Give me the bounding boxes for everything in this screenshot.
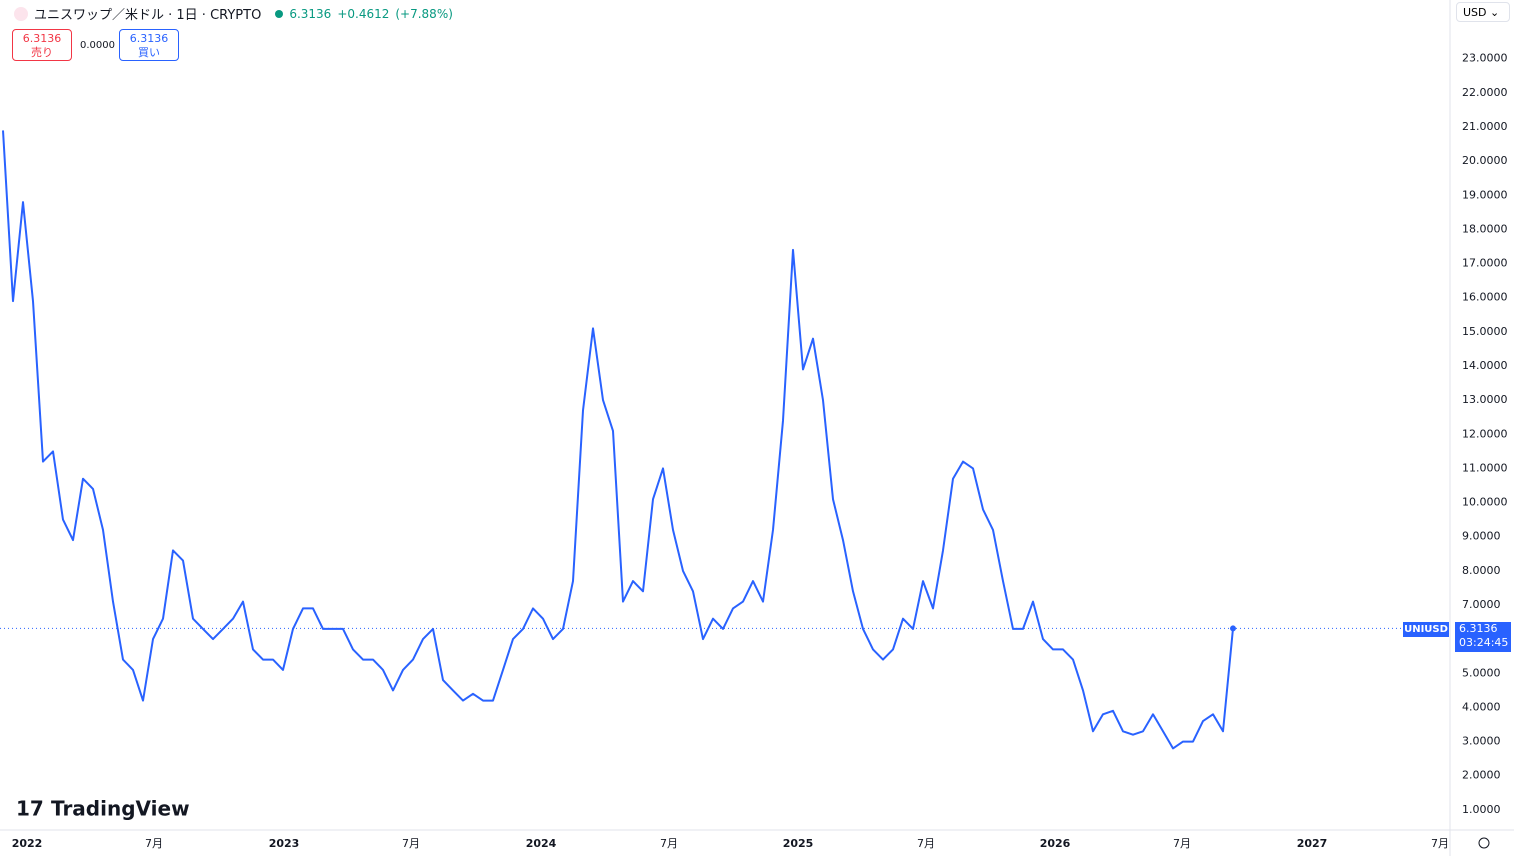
y-tick-label: 5.0000 — [1462, 666, 1501, 679]
settings-icon[interactable] — [1478, 837, 1490, 849]
x-tick-label: 2025 — [783, 837, 814, 850]
y-tick-label: 17.0000 — [1462, 257, 1508, 270]
x-tick-label: 2027 — [1297, 837, 1328, 850]
last-point — [1230, 625, 1236, 632]
y-tick-label: 11.0000 — [1462, 461, 1508, 474]
sell-label: 売り — [31, 46, 53, 59]
x-tick-label: 2026 — [1040, 837, 1071, 850]
currency: USD — [1463, 6, 1487, 19]
y-tick-label: 7.0000 — [1462, 598, 1501, 611]
x-tick-label: 7月 — [1173, 837, 1191, 850]
x-tick-label: 2023 — [269, 837, 300, 850]
ticker-tag: UNIUSD — [1403, 622, 1449, 637]
x-tick-label: 7月 — [145, 837, 163, 850]
y-tick-label: 14.0000 — [1462, 359, 1508, 372]
last-price: 6.3136 — [289, 6, 332, 21]
x-tick-label: 7月 — [660, 837, 678, 850]
y-tick-label: 22.0000 — [1462, 86, 1508, 99]
y-tick-label: 9.0000 — [1462, 530, 1501, 543]
change-pct: (+7.88%) — [395, 6, 453, 21]
countdown: 03:24:45 — [1459, 636, 1509, 649]
symbol: ユニスワップ／米ドル · 1日 · CRYPTO — [34, 8, 262, 23]
status-dot — [275, 9, 284, 18]
buy-price: 6.3136 — [129, 32, 169, 45]
y-tick-label: 20.0000 — [1462, 154, 1508, 167]
logo-text: TradingView — [51, 797, 190, 821]
logo-mark: 17 — [16, 797, 44, 821]
y-tick-label: 2.0000 — [1462, 769, 1501, 782]
sell-button[interactable]: 6.3136 売り — [12, 29, 72, 61]
y-tick-label: 4.0000 — [1462, 700, 1501, 713]
y-tick-label: 19.0000 — [1462, 188, 1508, 201]
x-tick-label: 2024 — [526, 837, 557, 850]
y-tick-label: 15.0000 — [1462, 325, 1508, 338]
price-line — [2, 130, 1234, 750]
y-tick-label: 8.0000 — [1462, 564, 1501, 577]
y-tick-label: 13.0000 — [1462, 393, 1508, 406]
change: +0.4612 — [337, 6, 390, 21]
header: ユニスワップ／米ドル · 1日 · CRYPTO 6.3136 +0.4612 … — [14, 4, 453, 23]
logo: 17 TradingView — [16, 797, 190, 821]
price-tag: 6.3136 03:24:45 — [1455, 622, 1511, 652]
y-tick-label: 1.0000 — [1462, 803, 1501, 816]
sell-price: 6.3136 — [22, 32, 62, 45]
currency-select[interactable]: USD ⌄ — [1456, 2, 1510, 22]
buy-button[interactable]: 6.3136 買い — [119, 29, 179, 61]
coin-icon — [14, 6, 28, 21]
y-tick-label: 21.0000 — [1462, 120, 1508, 133]
y-tick-label: 10.0000 — [1462, 496, 1508, 509]
x-tick-label: 7月 — [1431, 837, 1449, 850]
x-tick-label: 2022 — [12, 837, 43, 850]
y-tick-label: 3.0000 — [1462, 735, 1501, 748]
y-tick-label: 16.0000 — [1462, 291, 1508, 304]
x-tick-label: 7月 — [917, 837, 935, 850]
buy-label: 買い — [138, 46, 160, 59]
spread: 0.0000 — [80, 40, 115, 51]
price-tag-price: 6.3136 — [1459, 622, 1498, 635]
y-tick-label: 18.0000 — [1462, 222, 1508, 235]
y-tick-label: 12.0000 — [1462, 427, 1508, 440]
x-tick-label: 7月 — [402, 837, 420, 850]
y-tick-label: 23.0000 — [1462, 52, 1508, 65]
